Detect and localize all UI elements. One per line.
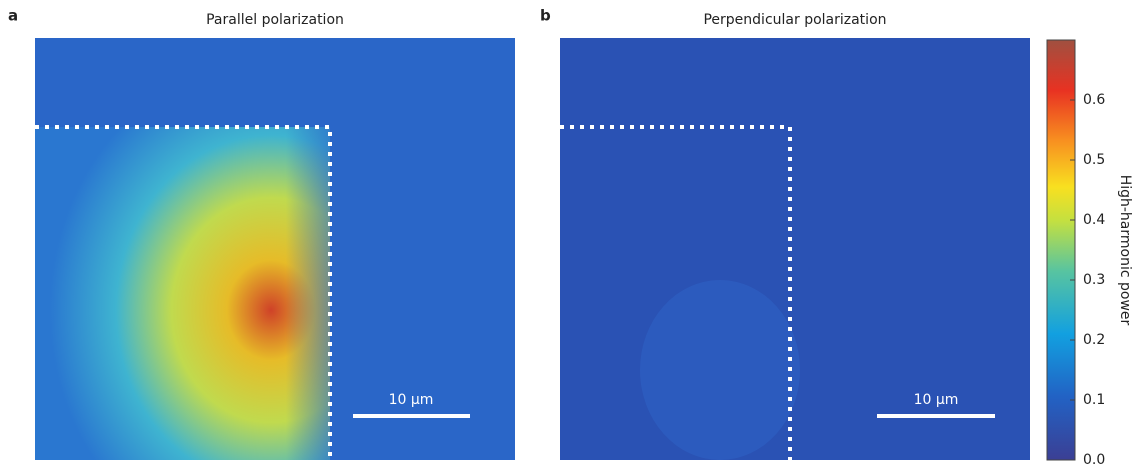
colorbar-tick-label: 0.6	[1083, 92, 1105, 108]
colorbar-tick-label: 0.0	[1083, 452, 1105, 466]
edge-outline	[560, 125, 792, 460]
scale-bar-label: 10 µm	[914, 392, 959, 408]
scale-bar-label: 10 µm	[389, 392, 434, 408]
colorbar-tick-label: 0.2	[1083, 332, 1105, 348]
colorbar-label: High-harmonic power	[1117, 175, 1133, 326]
colorbar	[1046, 39, 1076, 461]
panel-title: Parallel polarization	[206, 12, 344, 28]
panel-title: Perpendicular polarization	[703, 12, 886, 28]
colorbar-tick-label: 0.5	[1083, 152, 1105, 168]
image-signal	[640, 280, 800, 460]
image-shade	[35, 127, 330, 460]
colorbar-tick-label: 0.1	[1083, 392, 1105, 408]
colorbar-tick-label: 0.3	[1083, 272, 1105, 288]
colorbar-tick-label: 0.4	[1083, 212, 1105, 228]
panel-label: a	[8, 7, 18, 25]
panel-label: b	[540, 7, 551, 25]
